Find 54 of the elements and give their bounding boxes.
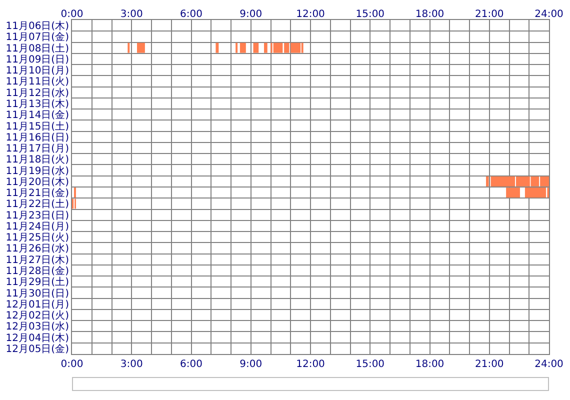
bar xyxy=(136,42,145,53)
y-tick-label: 11月11日(火) xyxy=(6,76,70,88)
y-tick-label: 11月21日(金) xyxy=(6,187,70,200)
y-tick-label: 11月12日(水) xyxy=(6,86,70,99)
y-tick-label: 12月01日(月) xyxy=(6,299,70,310)
y-tick-label: 11月27日(木) xyxy=(6,254,70,266)
x2-tick-label: 9:00 xyxy=(240,359,262,370)
y-tick-label: 11月20日(木) xyxy=(6,176,70,188)
x2-tick-label: 12:00 xyxy=(296,359,325,370)
x-tick-label: 3:00 xyxy=(120,9,143,20)
y-tick-label: 11月22日(土) xyxy=(6,198,70,210)
y-tick-label: 11月16日(日) xyxy=(6,132,70,144)
x2-tick-label: 0:00 xyxy=(60,359,84,370)
x-tick-label: 12:00 xyxy=(296,9,325,20)
y-tick-label: 12月03日(水) xyxy=(6,320,70,333)
y-tick-label: 11月23日(日) xyxy=(6,210,70,222)
y-tick-label: 11月10日(月) xyxy=(6,66,70,77)
x2-tick-label: 24:00 xyxy=(534,359,564,370)
y-tick-label: 11月08日(土) xyxy=(6,42,70,54)
y-tick-label: 11月07日(金) xyxy=(6,31,70,44)
y-tick-label: 11月17日(月) xyxy=(6,144,70,155)
y-tick-label: 11月13日(木) xyxy=(6,98,70,110)
x2-tick-label: 6:00 xyxy=(180,359,202,370)
y-tick-label: 12月04日(木) xyxy=(6,332,70,344)
bar xyxy=(240,42,246,53)
y-tick-label: 11月19日(水) xyxy=(6,164,70,177)
x-tick-label: 15:00 xyxy=(356,9,385,20)
y-tick-label: 11月09日(日) xyxy=(6,54,70,66)
bar xyxy=(486,176,489,186)
x2-tick-label: 15:00 xyxy=(356,359,385,370)
x2-tick-label: 3:00 xyxy=(120,359,143,370)
y-tick-label: 11月18日(火) xyxy=(6,154,70,166)
y-tick-label: 11月24日(月) xyxy=(6,221,70,232)
y-tick-label: 11月25日(火) xyxy=(6,232,70,244)
y-tick-label: 11月14日(金) xyxy=(6,109,70,122)
y-tick-label: 11月15日(土) xyxy=(6,120,70,132)
y-tick-label: 11月26日(水) xyxy=(6,242,70,255)
x-tick-label: 24:00 xyxy=(534,9,564,20)
x2-tick-label: 21:00 xyxy=(474,359,504,370)
x-tick-label: 6:00 xyxy=(180,9,202,20)
y-tick-label: 12月02日(火) xyxy=(6,310,70,322)
bar xyxy=(216,42,219,53)
y-tick-label: 11月28日(金) xyxy=(6,265,70,277)
y-tick-label: 11月06日(木) xyxy=(6,20,70,32)
y-tick-label: 12月05日(金) xyxy=(6,342,70,355)
y-tick-label: 11月29日(土) xyxy=(6,276,70,288)
x-tick-label: 21:00 xyxy=(474,9,504,20)
x-tick-label: 18:00 xyxy=(415,9,444,20)
bar xyxy=(264,42,268,53)
x-tick-label: 0:00 xyxy=(60,9,84,20)
y-tick-label: 11月30日(日) xyxy=(6,288,70,300)
bar xyxy=(253,42,259,53)
x2-tick-label: 18:00 xyxy=(415,359,444,370)
x-tick-label: 9:00 xyxy=(240,9,262,20)
